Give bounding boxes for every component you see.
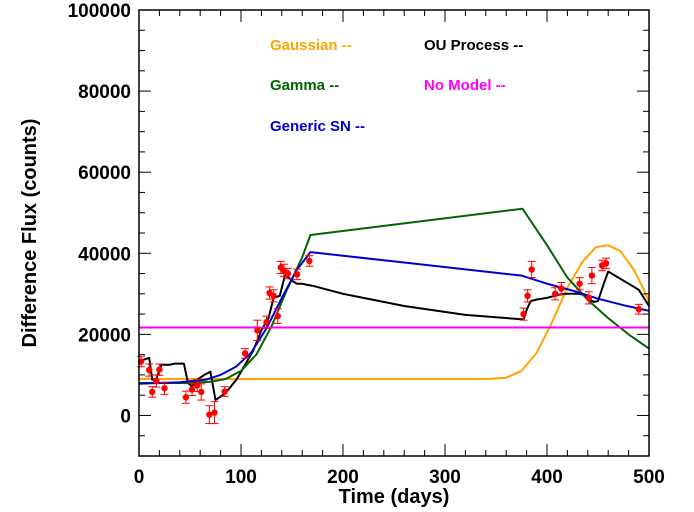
data-point-marker — [270, 292, 277, 300]
data-point-marker — [161, 385, 168, 392]
data-point — [160, 381, 169, 395]
data-point — [253, 319, 262, 341]
x-tick-label: 100 — [225, 467, 257, 488]
data-point-marker — [182, 394, 190, 401]
data-point-marker — [149, 388, 156, 396]
legend-generic-sn: Generic SN -- — [270, 118, 365, 135]
data-point — [584, 291, 593, 305]
data-point — [181, 390, 190, 404]
data-point-marker — [153, 377, 160, 385]
data-point-marker — [528, 266, 535, 273]
data-point — [551, 287, 560, 301]
data-point — [145, 363, 154, 377]
data-point — [293, 268, 302, 281]
series-line-gamma — [139, 207, 650, 384]
x-tick-label: 200 — [327, 467, 359, 488]
legend-gaussian: Gaussian -- — [270, 37, 352, 54]
data-point — [519, 307, 528, 321]
data-point-marker — [254, 327, 261, 334]
series-layer — [138, 207, 650, 401]
y-tick-label: 80000 — [78, 82, 131, 103]
data-point-marker — [520, 310, 527, 318]
data-point — [155, 363, 164, 376]
data-point-marker — [206, 411, 213, 418]
data-point — [269, 289, 278, 303]
legend-gamma: Gamma -- — [270, 77, 339, 94]
x-axis-title: Time (days) — [339, 486, 450, 508]
data-point-marker — [576, 280, 583, 287]
y-tick-label: 0 — [120, 406, 131, 427]
data-point — [587, 266, 596, 285]
data-point-marker — [293, 271, 301, 278]
data-point — [220, 386, 229, 397]
data-point — [137, 355, 146, 368]
data-point — [523, 289, 532, 303]
legend-no-model: No Model -- — [424, 77, 506, 94]
data-point-marker — [558, 285, 565, 292]
legend-ou-process: OU Process -- — [424, 37, 523, 54]
series-line-gaussian — [139, 244, 650, 380]
data-point — [241, 348, 250, 359]
data-point — [273, 308, 282, 324]
data-point-marker — [193, 382, 201, 389]
y-tick-label: 40000 — [78, 244, 131, 265]
data-point — [527, 260, 536, 279]
plot-frame — [138, 9, 650, 457]
data-point-marker — [146, 366, 153, 374]
data-point-marker — [284, 270, 292, 277]
y-tick-label: 100000 — [68, 1, 131, 22]
data-point-marker — [551, 290, 559, 298]
data-point-marker — [274, 312, 281, 320]
data-point — [148, 386, 157, 398]
x-tick-label: 0 — [134, 467, 145, 488]
axes-layer: 0 100 200 300 400 500 0 20000 40000 60000 80000 100… — [68, 1, 665, 488]
data-point-marker — [241, 350, 249, 357]
data-point — [283, 267, 292, 280]
series-line-generic-sn — [138, 251, 650, 385]
x-tick-label: 500 — [633, 467, 665, 488]
data-point-marker — [211, 409, 218, 416]
data-point — [575, 277, 584, 291]
data-point — [197, 383, 206, 401]
data-point — [557, 281, 566, 296]
data-point-marker — [156, 366, 163, 373]
y-tick-label: 60000 — [78, 163, 131, 184]
data-point-marker — [635, 306, 642, 313]
data-point — [152, 374, 161, 388]
data-point-marker — [524, 292, 531, 300]
x-tick-label: 400 — [531, 467, 563, 488]
legend: Gaussian -- OU Process -- Gamma -- No Mo… — [270, 37, 523, 135]
data-point — [602, 257, 611, 270]
data-point-marker — [306, 257, 313, 265]
data-point — [634, 303, 643, 315]
data-point-marker — [221, 388, 228, 395]
data-point-marker — [585, 294, 593, 302]
data-point — [210, 401, 219, 425]
data-point-marker — [588, 272, 596, 279]
y-tick-label: 20000 — [78, 325, 131, 346]
x-tick-label: 300 — [429, 467, 461, 488]
data-point — [305, 255, 314, 267]
observations-layer — [137, 255, 643, 425]
data-point-marker — [602, 260, 610, 267]
y-axis-title: Difference Flux (counts) — [19, 119, 41, 348]
data-point-marker — [263, 319, 270, 326]
data-point — [262, 315, 271, 329]
data-point-marker — [198, 388, 205, 396]
